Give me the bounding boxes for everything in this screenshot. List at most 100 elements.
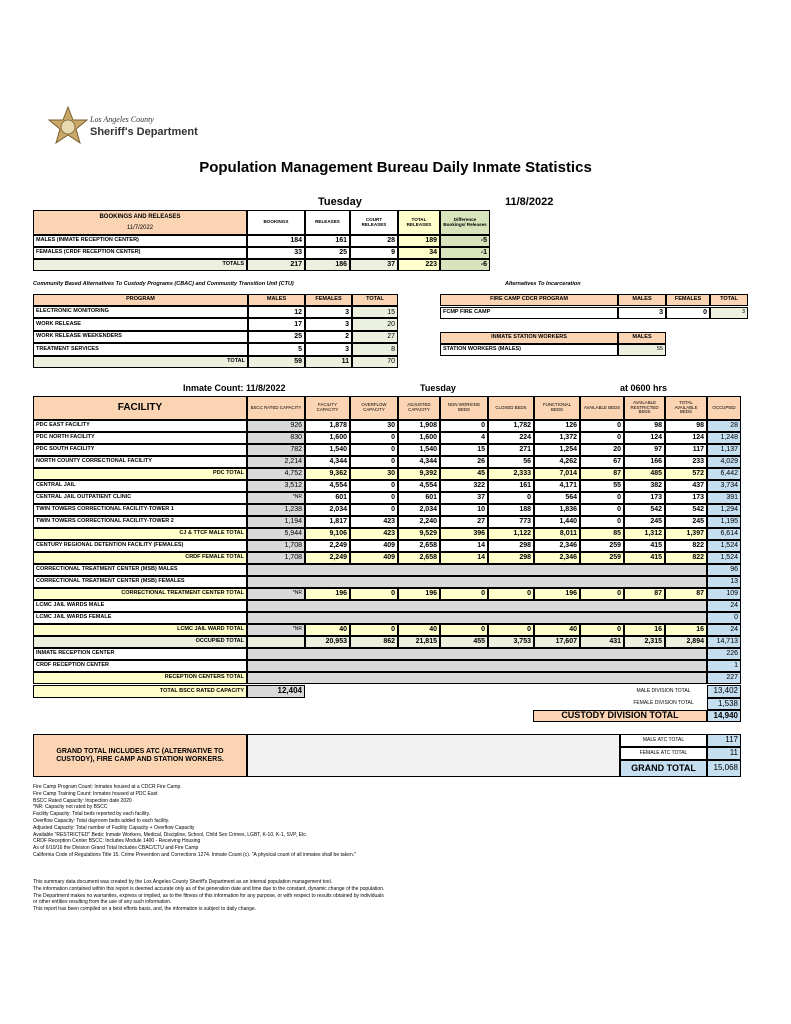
value: 926 — [247, 420, 305, 432]
value: 2,034 — [305, 504, 350, 516]
value: 1,878 — [305, 420, 350, 432]
value: 30 — [350, 468, 398, 480]
value: 409 — [350, 552, 398, 564]
row-label: NORTH COUNTY CORRECTIONAL FACILITY — [33, 456, 247, 468]
value: 409 — [350, 540, 398, 552]
value: 2 — [305, 330, 352, 344]
row-label: PDC TOTAL — [33, 468, 247, 480]
value: 2,034 — [398, 504, 440, 516]
value: 98 — [624, 420, 665, 432]
value: 3 — [618, 307, 666, 319]
column-header: FACILITY — [33, 396, 247, 420]
value: 0 — [440, 588, 488, 600]
value: 9,529 — [398, 528, 440, 540]
note: BSCC Rated Capacity: Inspection date 202… — [33, 797, 132, 804]
disclaimer: or other entities resulting from the use… — [33, 899, 172, 906]
value: 186 — [305, 259, 350, 271]
value: 4,344 — [305, 456, 350, 468]
column-header: OCCUPIED — [707, 396, 741, 420]
note: Adjusted Capacity: Total number of Facil… — [33, 824, 195, 831]
count-day: Tuesday — [420, 383, 456, 393]
value: 14,713 — [707, 636, 741, 648]
column-header: FIRE CAMP CDCR PROGRAM — [440, 294, 618, 306]
value: 1,194 — [247, 516, 305, 528]
value: 0 — [580, 588, 624, 600]
value: 9 — [350, 247, 398, 259]
value: 45 — [440, 468, 488, 480]
agency-line: Los Angeles County — [90, 115, 154, 124]
row-label: RECEPTION CENTERS TOTAL — [33, 672, 247, 684]
disclaimer: The information contained within this re… — [33, 885, 385, 892]
value: 196 — [305, 588, 350, 600]
value: 245 — [665, 516, 707, 528]
value: 0 — [488, 624, 534, 636]
value: 437 — [665, 480, 707, 492]
value: 27 — [440, 516, 488, 528]
value: 4,262 — [534, 456, 580, 468]
row-label: ELECTRONIC MONITORING — [33, 306, 248, 319]
value: 59 — [248, 355, 305, 368]
column-header: ADJUSTED CAPACITY — [398, 396, 440, 420]
column-header: FACILITY CAPACITY — [305, 396, 350, 420]
value: 3 — [710, 307, 748, 319]
value: 1,440 — [534, 516, 580, 528]
value: 782 — [247, 444, 305, 456]
note: Available "RESTRICTED" Beds: Inmate Work… — [33, 831, 308, 838]
row-label: LCMC JAIL WARDS MALE — [33, 600, 247, 612]
row-label: TOTAL — [33, 355, 248, 368]
value: 2,249 — [305, 540, 350, 552]
value: 3 — [305, 318, 352, 331]
row-label: CRDF FEMALE TOTAL — [33, 552, 247, 564]
value: 161 — [488, 480, 534, 492]
disclaimer: This summary data document was created b… — [33, 879, 333, 885]
value: 20 — [352, 318, 398, 331]
value: 4,171 — [534, 480, 580, 492]
value: 223 — [398, 259, 440, 271]
value: 85 — [580, 528, 624, 540]
value: 87 — [665, 588, 707, 600]
note: *NR: Capacity not rated by BSCC — [33, 804, 108, 811]
disclaimer: This report has been compiled on a best … — [33, 906, 257, 913]
row-label: TWIN TOWERS CORRECTIONAL FACILITY-TOWER … — [33, 516, 247, 528]
value: 0 — [350, 588, 398, 600]
column-header: NON WORKING BEDS — [440, 396, 488, 420]
value: 3,734 — [707, 480, 741, 492]
value: 1,836 — [534, 504, 580, 516]
value: 822 — [665, 540, 707, 552]
value: 2,315 — [624, 636, 665, 648]
note: Facility Capacity: Total beds reported b… — [33, 811, 151, 818]
row-label: WORK RELEASE — [33, 318, 248, 331]
value: 1,254 — [534, 444, 580, 456]
value: 5,944 — [247, 528, 305, 540]
row-label: INMATE RECEPTION CENTER — [33, 648, 247, 660]
value: 34 — [398, 247, 440, 259]
value: 188 — [488, 504, 534, 516]
value: 271 — [488, 444, 534, 456]
value: 601 — [398, 492, 440, 504]
value: 4,554 — [398, 480, 440, 492]
note: CRDF Reception Center BSCC: Includes Mod… — [33, 838, 201, 845]
value: 26 — [440, 456, 488, 468]
value: 67 — [580, 456, 624, 468]
column-header: FEMALES — [305, 294, 352, 306]
value: 1,600 — [398, 432, 440, 444]
column-header: AVAILABLE RESTRICTED BEDS — [624, 396, 665, 420]
value: 24 — [707, 600, 741, 612]
row-label: CUSTODY DIVISION TOTAL — [533, 710, 707, 722]
value: 5 — [248, 343, 305, 356]
value: 415 — [624, 552, 665, 564]
value: 382 — [624, 480, 665, 492]
value: -1 — [440, 247, 490, 259]
cell — [247, 734, 620, 777]
value: 224 — [488, 432, 534, 444]
value: 2,346 — [534, 552, 580, 564]
cell — [247, 648, 707, 660]
value: 4,344 — [398, 456, 440, 468]
column-header: OVERFLOW CAPACITY — [350, 396, 398, 420]
row-label: FEMALES (CRDF RECEPTION CENTER) — [33, 247, 247, 259]
value: 1,195 — [707, 516, 741, 528]
value: 0 — [666, 307, 710, 319]
cell — [247, 612, 707, 624]
row-label: CENTRAL JAIL — [33, 480, 247, 492]
row-label: FEMALE DIVISION TOTAL — [633, 700, 694, 707]
